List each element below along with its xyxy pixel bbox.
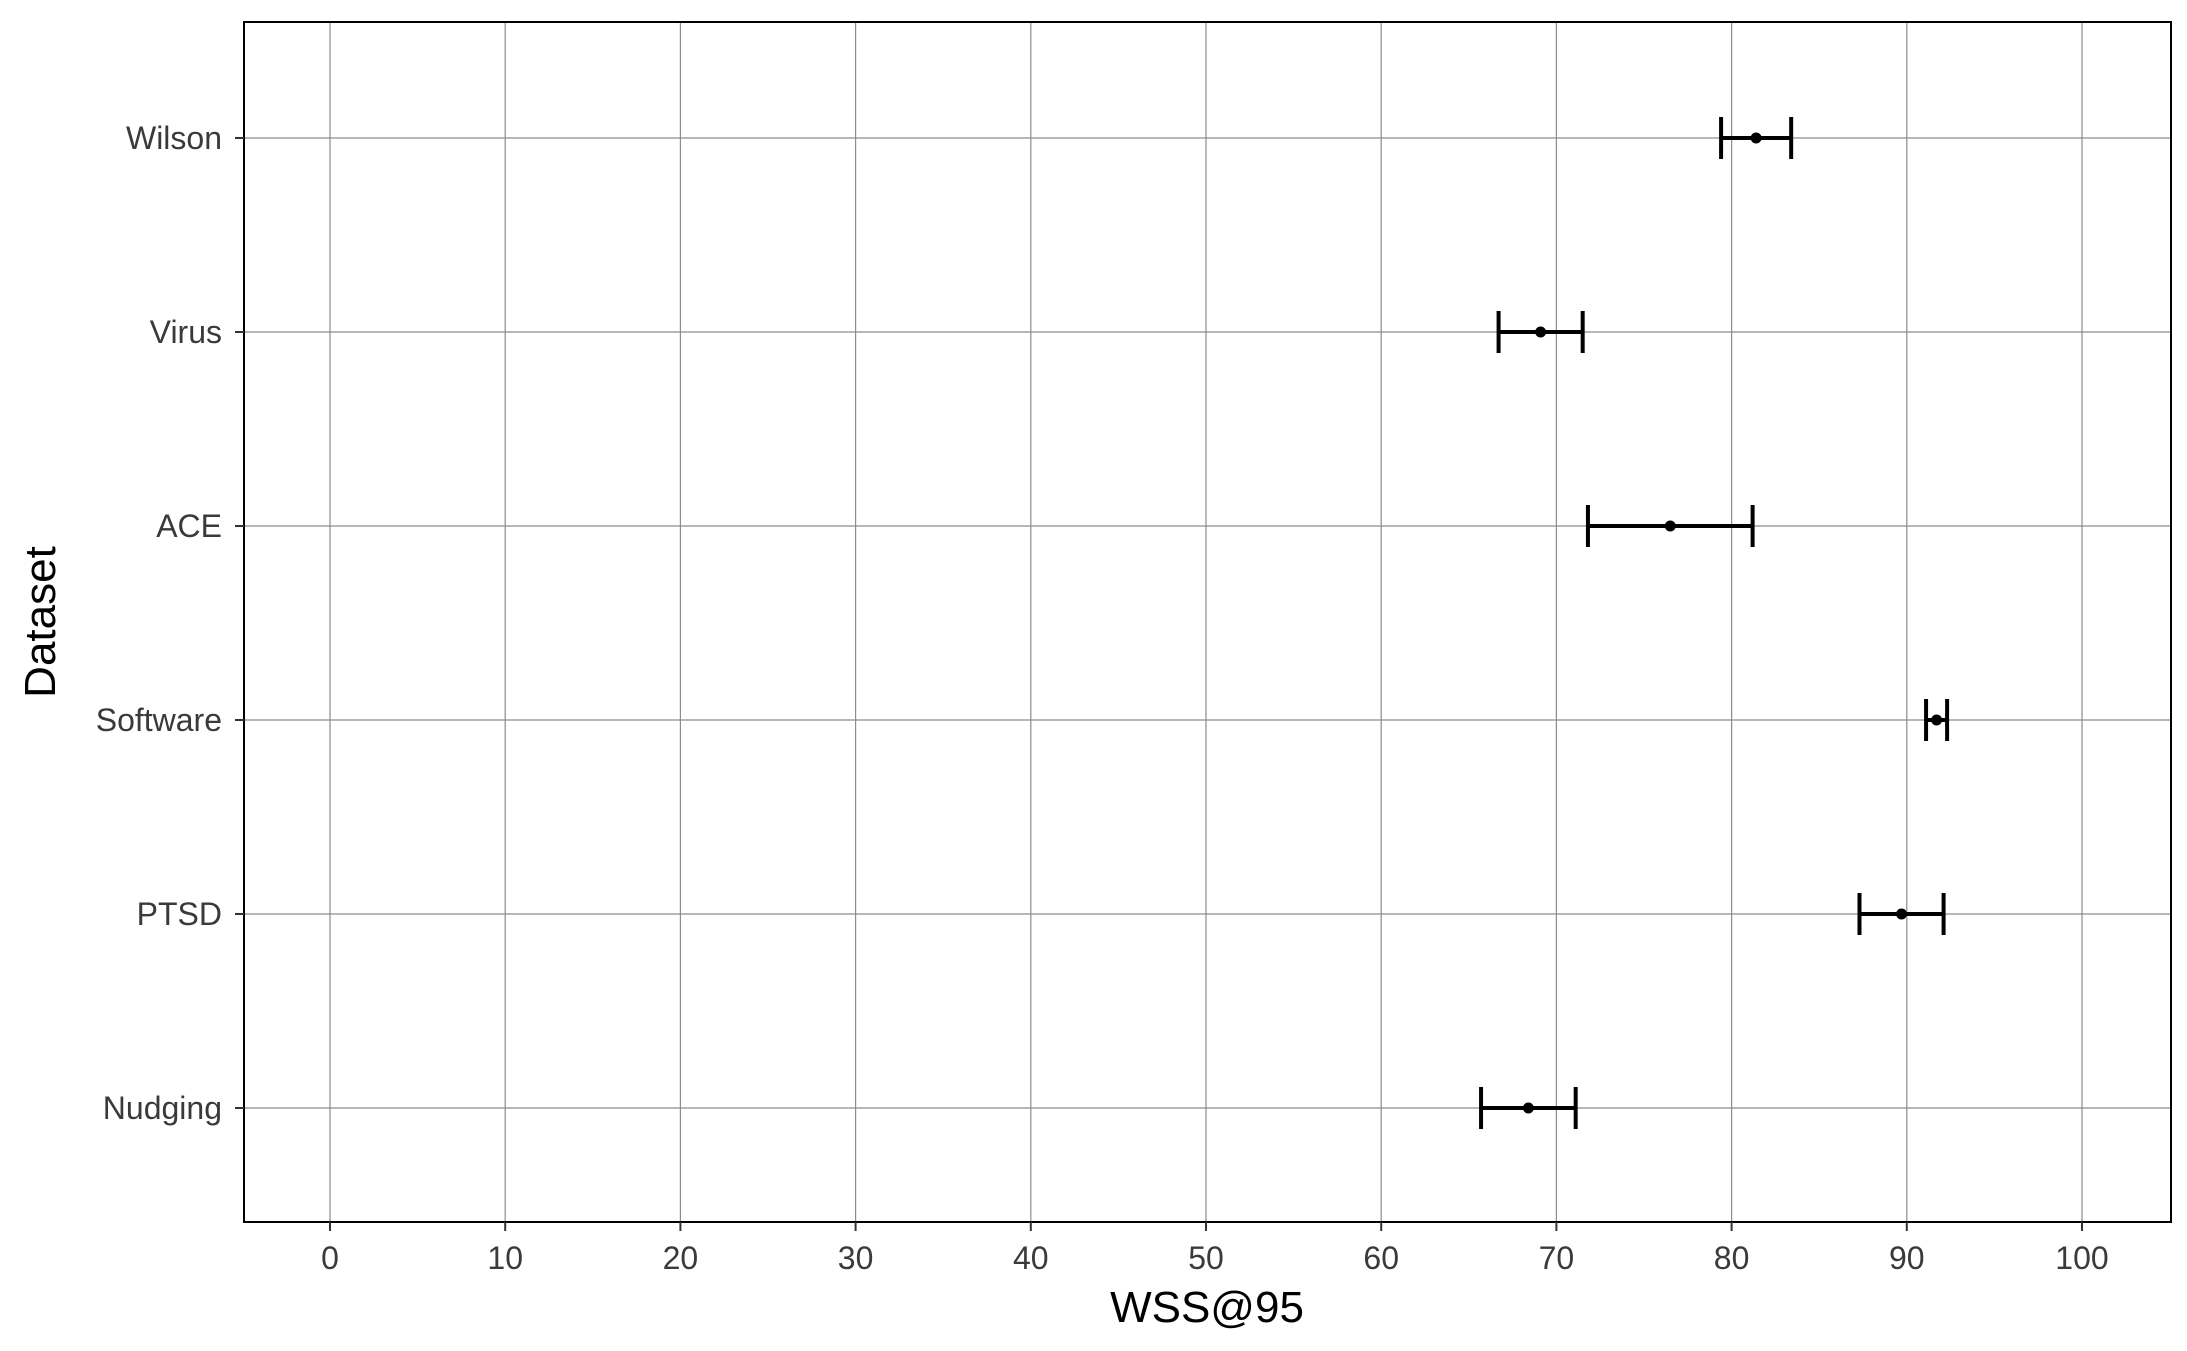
x-tick-label: 60 xyxy=(1363,1240,1399,1276)
x-axis-title: WSS@95 xyxy=(1110,1283,1304,1332)
x-tick-label: 70 xyxy=(1539,1240,1575,1276)
x-tick-label: 80 xyxy=(1714,1240,1750,1276)
y-tick-label-virus: Virus xyxy=(150,314,222,350)
y-tick-label-wilson: Wilson xyxy=(126,120,222,156)
grid xyxy=(244,22,2171,1222)
point-wilson xyxy=(1750,132,1762,144)
x-tick-label: 10 xyxy=(487,1240,523,1276)
errorbar-software xyxy=(1924,699,1950,741)
y-tick-label-nudging: Nudging xyxy=(103,1090,222,1126)
data-marks xyxy=(1479,117,1950,1129)
errorbar-wilson xyxy=(1719,117,1794,159)
errorbar-ptsd xyxy=(1857,893,1946,935)
x-tick-label: 30 xyxy=(838,1240,874,1276)
y-axis-title: Dataset xyxy=(16,546,65,698)
point-software xyxy=(1931,714,1943,726)
point-nudging xyxy=(1522,1102,1534,1114)
x-tick-label: 100 xyxy=(2055,1240,2108,1276)
y-tick-label-software: Software xyxy=(96,702,222,738)
errorbar-nudging xyxy=(1479,1087,1578,1129)
point-ace xyxy=(1664,520,1676,532)
x-tick-label: 20 xyxy=(663,1240,699,1276)
y-tick-label-ptsd: PTSD xyxy=(137,896,222,932)
x-tick-label: 40 xyxy=(1013,1240,1049,1276)
point-ptsd xyxy=(1896,908,1908,920)
x-tick-label: 50 xyxy=(1188,1240,1224,1276)
errorbar-virus xyxy=(1496,311,1585,353)
plot-panel-border xyxy=(243,21,2172,1223)
x-tick-label: 0 xyxy=(321,1240,339,1276)
errorbar-ace xyxy=(1585,505,1755,547)
point-virus xyxy=(1535,326,1547,338)
y-tick-label-ace: ACE xyxy=(156,508,222,544)
x-tick-label: 90 xyxy=(1889,1240,1925,1276)
y-axis: Wilson Virus ACE Software PTSD Nudging xyxy=(96,120,244,1126)
x-axis: 0 10 20 30 40 50 60 70 80 90 100 xyxy=(321,1222,2109,1276)
